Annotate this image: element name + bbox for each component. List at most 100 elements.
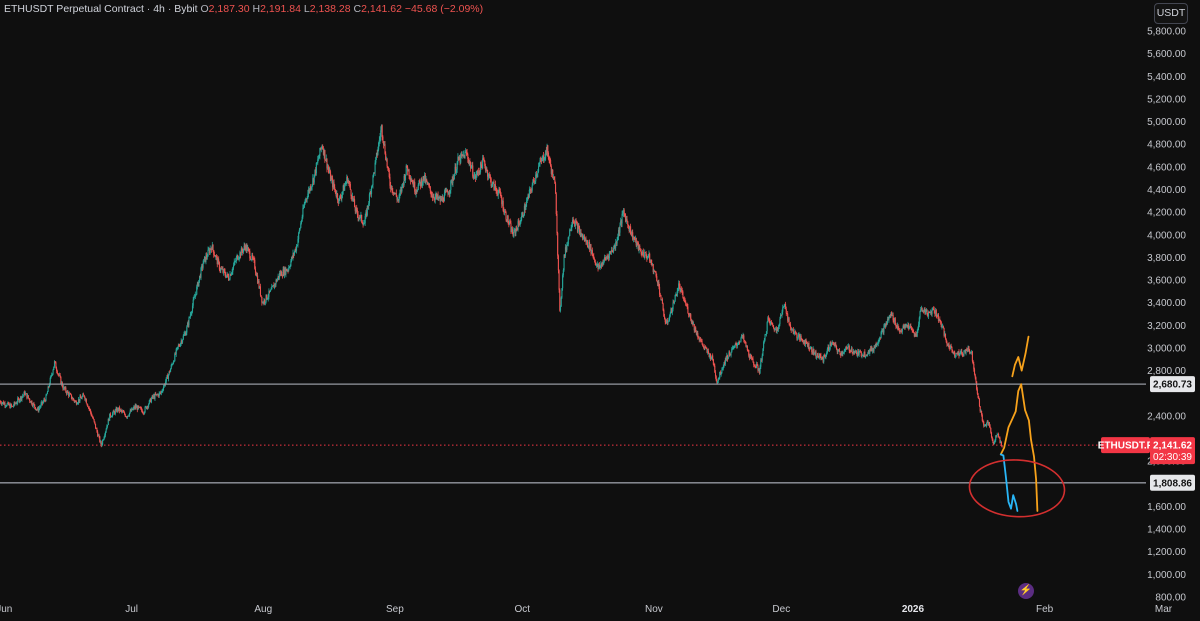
- candle-body: [41, 401, 43, 404]
- candle-body: [288, 267, 290, 271]
- candle-body: [555, 193, 557, 215]
- candle-body: [656, 280, 659, 284]
- candle-body: [917, 328, 919, 332]
- candle-body: [826, 349, 828, 353]
- candle-body: [37, 408, 39, 412]
- candle-body: [615, 242, 617, 244]
- candle-body: [78, 399, 80, 403]
- candle-body: [569, 229, 571, 231]
- candle-body: [390, 186, 392, 189]
- candle-body: [96, 428, 98, 432]
- candle-body: [538, 164, 540, 167]
- candle-body: [820, 355, 822, 360]
- candle-body: [334, 187, 336, 190]
- candle-body: [589, 244, 591, 250]
- candle-body: [681, 290, 683, 292]
- candle-body: [927, 314, 929, 317]
- candle-body: [313, 174, 315, 183]
- candle-body: [446, 189, 448, 193]
- candle-body: [713, 364, 715, 366]
- candle-body: [604, 257, 606, 259]
- candle-body: [669, 313, 671, 317]
- candle-body: [53, 361, 56, 367]
- candle-body: [489, 176, 491, 179]
- candle-body: [777, 328, 779, 330]
- candle-body: [981, 411, 983, 415]
- candle-body: [931, 309, 933, 315]
- candle-body: [279, 273, 281, 275]
- candle-body: [492, 182, 494, 186]
- candle-body: [547, 152, 550, 160]
- candle-body: [528, 195, 530, 197]
- candle-body: [730, 352, 732, 356]
- candle-body: [181, 340, 183, 343]
- candle-body: [831, 341, 833, 344]
- candle-body: [740, 337, 742, 342]
- lightning-icon[interactable]: ⚡: [1018, 583, 1034, 599]
- candle-body: [546, 145, 548, 155]
- symbol-title[interactable]: ETHUSDT Perpetual Contract: [4, 3, 144, 15]
- candle-body: [949, 347, 951, 350]
- candle-body: [598, 265, 600, 268]
- candle-body: [333, 182, 335, 188]
- candle-body: [891, 314, 893, 316]
- candle-body: [918, 317, 920, 325]
- candle-body: [119, 407, 121, 412]
- candle-body: [990, 427, 992, 433]
- candle-body: [434, 196, 436, 200]
- candle-body: [940, 321, 942, 328]
- interval-label[interactable]: 4h: [153, 3, 165, 15]
- candle-body: [12, 406, 14, 407]
- candle-body: [315, 169, 317, 174]
- candle-body: [823, 355, 825, 362]
- candle-body: [685, 305, 688, 307]
- candle-body: [104, 435, 106, 438]
- candle-body: [3, 403, 5, 405]
- candle-body: [910, 327, 913, 331]
- candle-body: [760, 359, 763, 361]
- candle-body: [249, 258, 252, 260]
- candle-body: [111, 413, 114, 417]
- candle-body: [431, 195, 433, 198]
- candle-body: [182, 339, 184, 343]
- candle-body: [963, 350, 965, 356]
- candle-body: [741, 334, 743, 338]
- candle-body: [27, 395, 29, 399]
- candle-body: [412, 182, 414, 183]
- candle-body: [8, 404, 10, 406]
- candle-body: [275, 279, 277, 285]
- candle-body: [664, 318, 666, 323]
- candle-body: [889, 315, 891, 318]
- currency-unit-button[interactable]: USDT: [1154, 3, 1188, 24]
- candle-body: [533, 180, 535, 181]
- candle-body: [520, 220, 522, 223]
- candle-body: [941, 326, 943, 328]
- candle-body: [966, 349, 968, 351]
- candle-body: [384, 144, 386, 154]
- candle-body: [423, 176, 425, 181]
- candle-body: [900, 330, 902, 332]
- candle-body: [217, 259, 219, 265]
- candle-body: [65, 387, 67, 392]
- candle-body: [857, 351, 859, 357]
- candle-body: [518, 221, 520, 224]
- candle-body: [695, 327, 697, 333]
- candle-body: [596, 264, 598, 266]
- candle-body: [73, 400, 75, 402]
- candle-body: [201, 265, 203, 268]
- candle-body: [965, 349, 967, 354]
- candle-body: [765, 331, 768, 335]
- candle-body: [498, 189, 500, 193]
- candle-body: [414, 191, 416, 194]
- candle-body: [743, 335, 745, 341]
- candle-body: [595, 262, 597, 266]
- candle-body: [251, 255, 253, 260]
- candle-body: [114, 410, 116, 414]
- candle-body: [354, 207, 356, 212]
- candle-body: [255, 272, 257, 276]
- y-tick-label: 5,600.00: [1147, 49, 1186, 60]
- candle-body: [570, 227, 572, 231]
- candle-body: [18, 398, 20, 402]
- candle-body: [443, 193, 445, 202]
